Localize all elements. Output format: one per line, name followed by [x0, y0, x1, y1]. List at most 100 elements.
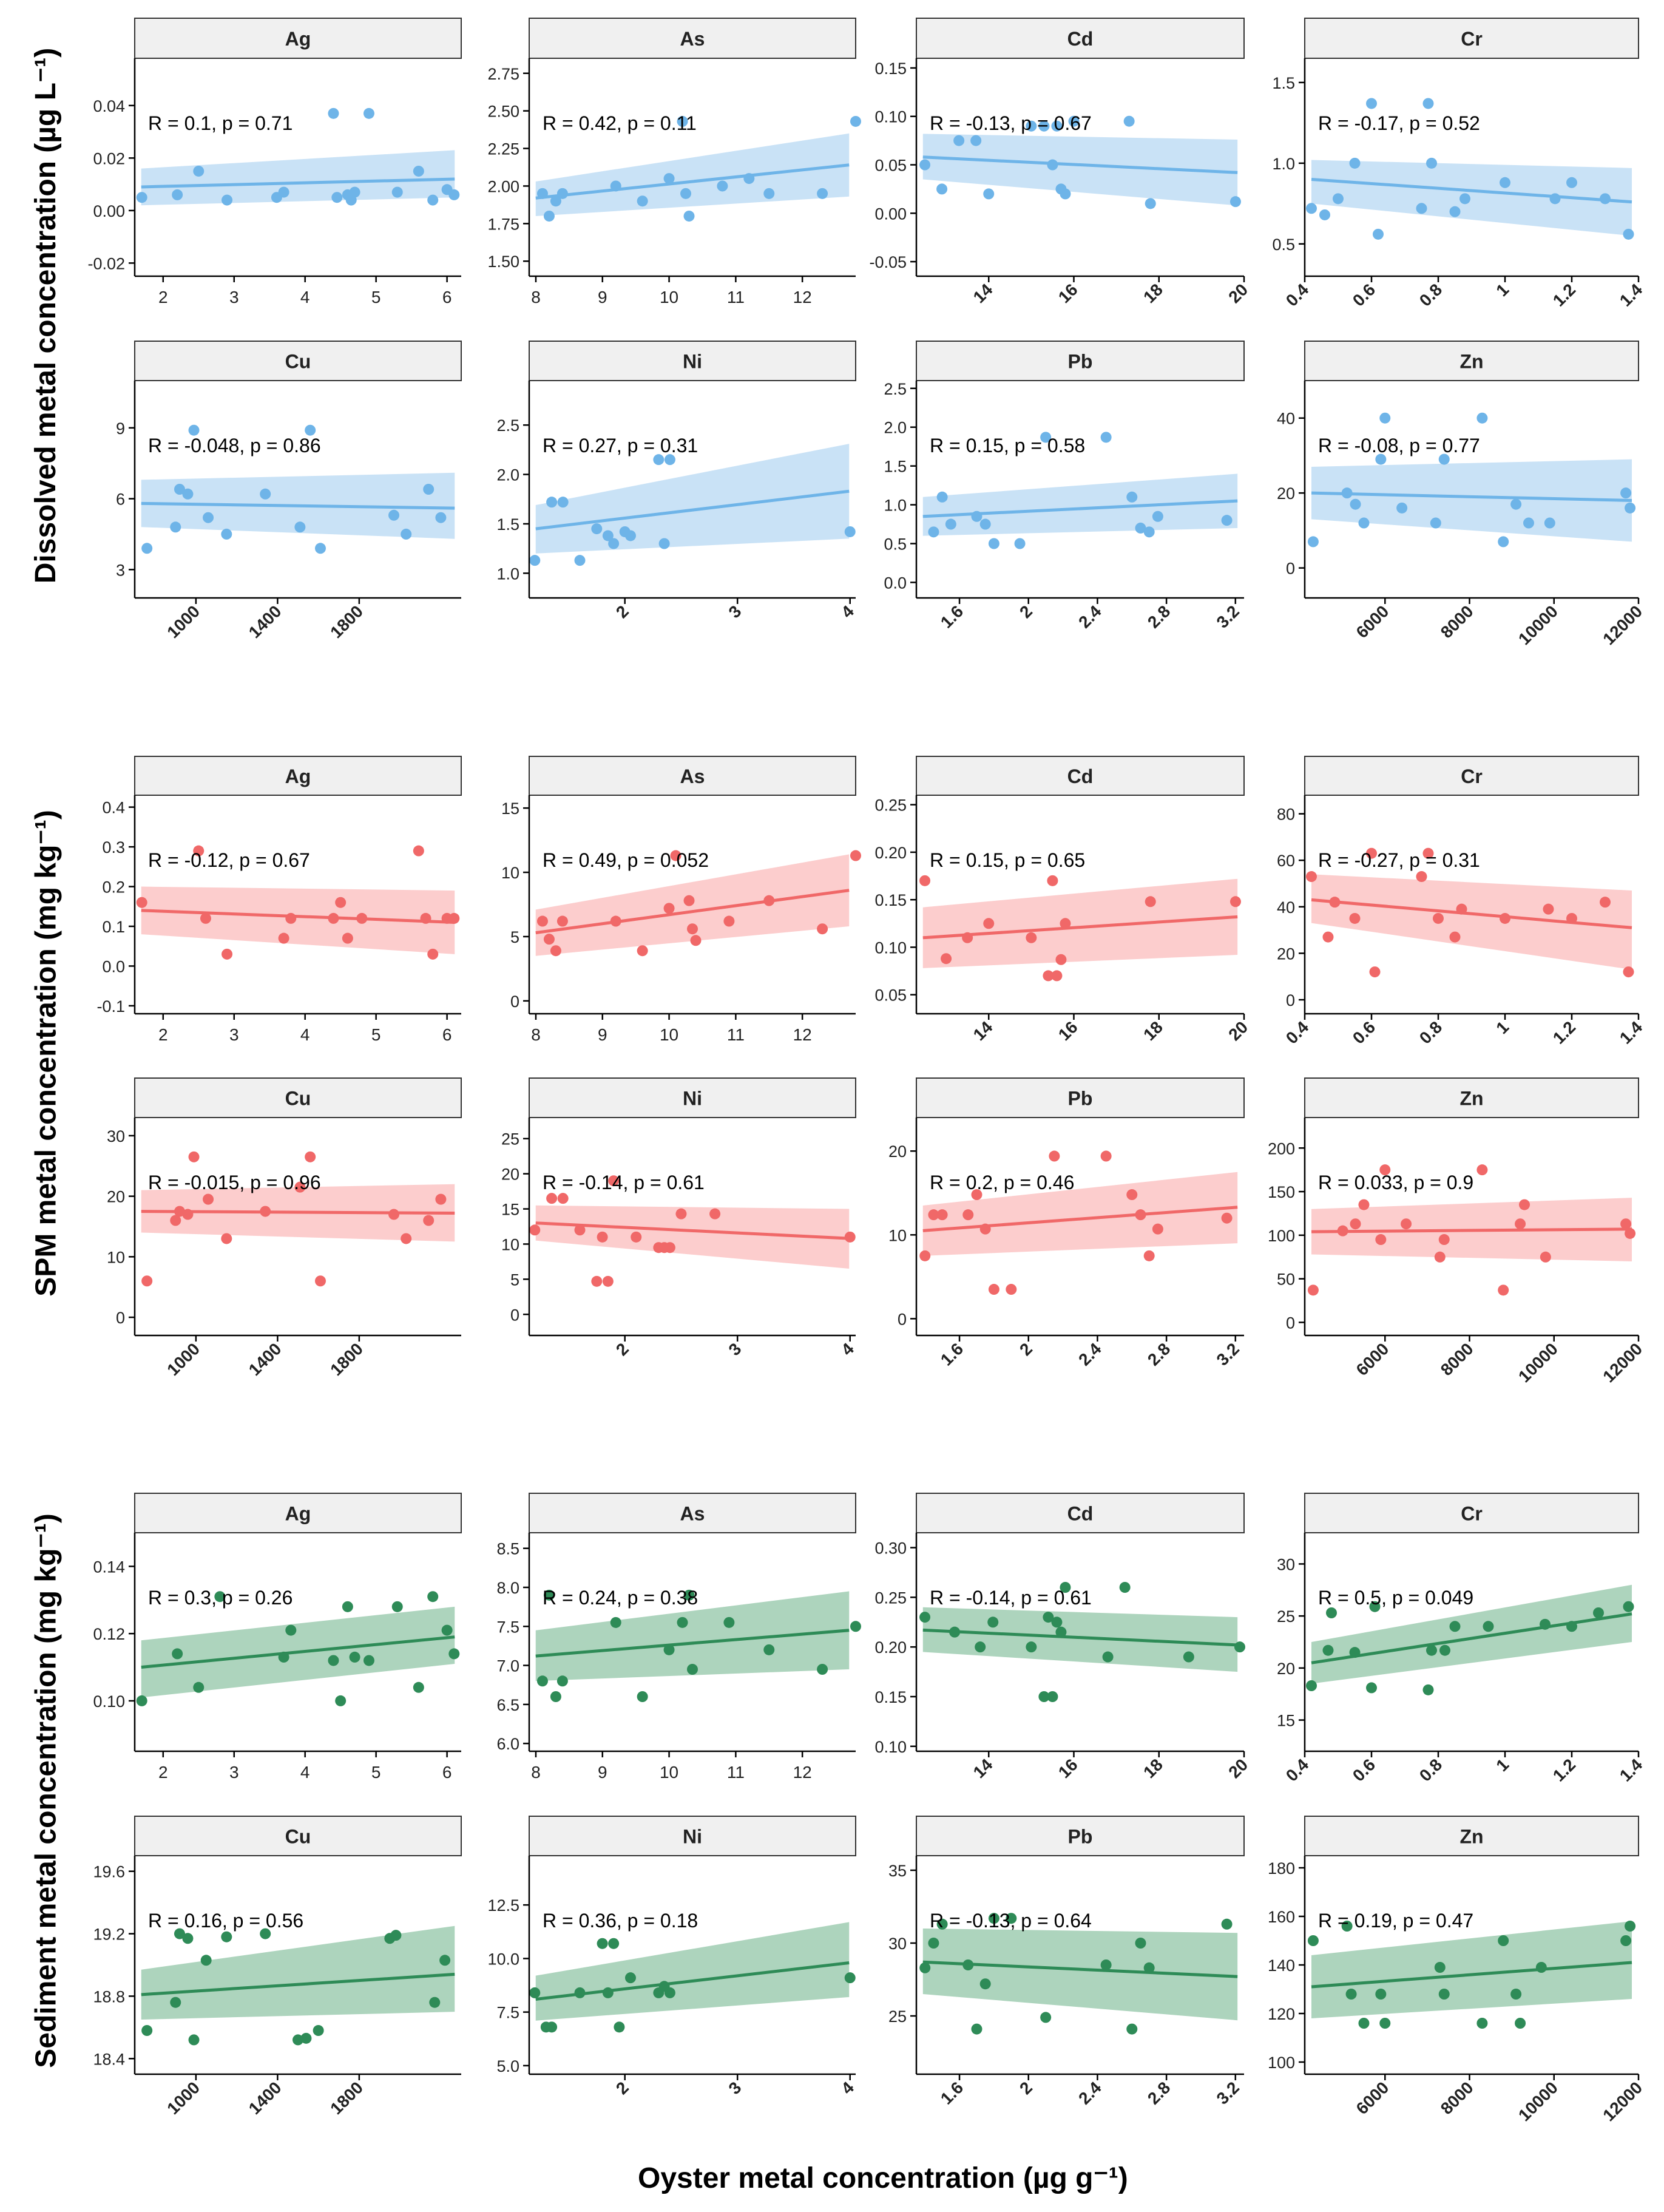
data-point [1221, 1918, 1233, 1930]
data-point [1145, 198, 1156, 209]
strip-header [916, 1816, 1245, 1856]
strip-header [529, 756, 856, 796]
x-tick-label: 4 [837, 2078, 857, 2098]
data-point [136, 897, 147, 908]
data-point [988, 538, 999, 549]
data-point [413, 1681, 424, 1693]
data-point [1047, 159, 1058, 171]
data-point [536, 1675, 548, 1687]
data-point [919, 159, 931, 171]
strip-label: Cr [1461, 765, 1483, 787]
data-point [260, 488, 271, 500]
data-point [970, 135, 982, 146]
data-point [1515, 2018, 1526, 2029]
data-point [1535, 1962, 1547, 1973]
x-tick-label: 11 [727, 1763, 745, 1782]
strip-header [134, 341, 462, 381]
confidence-band [535, 854, 850, 956]
confidence-band [535, 1205, 850, 1269]
data-point [979, 518, 991, 530]
data-point [919, 1612, 931, 1623]
y-tick-label: 2.0 [496, 466, 519, 484]
data-point [663, 1644, 675, 1655]
y-tick-label: 0.00 [93, 202, 125, 220]
y-tick-label: 1.75 [487, 215, 519, 233]
x-tick-label: 4 [300, 288, 310, 307]
data-point [1043, 970, 1054, 982]
data-point [928, 1938, 939, 1949]
data-point [1055, 954, 1067, 965]
data-point [1043, 1612, 1054, 1623]
data-point [529, 1987, 541, 1998]
data-point [664, 454, 675, 466]
x-tick-label: 8000 [1437, 2078, 1477, 2118]
panel-sediment-as: As R = 0.24, p = 0.38 6.0 6.5 7.0 7.5 8.0 8.5 8 9… [496, 1493, 861, 1782]
data-point [664, 1242, 675, 1254]
y-tick-label: 0.5 [884, 535, 907, 554]
strip-label: Zn [1459, 1826, 1483, 1848]
x-tick-label: 1.2 [1549, 280, 1579, 310]
y-tick-label: 150 [1268, 1183, 1295, 1201]
data-point [356, 912, 368, 924]
x-tick-label: 5 [371, 1025, 381, 1044]
y-tick-label: 100 [1268, 2054, 1295, 2072]
strip-header [916, 18, 1245, 59]
data-point [1038, 1691, 1050, 1702]
data-point [388, 509, 400, 521]
data-point [170, 521, 181, 533]
y-tick-label: 0.05 [874, 986, 907, 1005]
x-tick-label: 10 [660, 288, 678, 307]
data-point [1345, 1989, 1357, 2000]
data-point [988, 1284, 999, 1295]
data-point [174, 1928, 185, 1939]
data-point [313, 2025, 324, 2036]
y-tick-label: 20 [1277, 1660, 1295, 1678]
y-tick-label: -0.05 [869, 253, 907, 271]
x-tick-label: 0.6 [1349, 280, 1379, 310]
panel-spm-ni: Ni R = -0.14, p = 0.61 0 5 10 15 20 25 2 3 4 [501, 1077, 857, 1359]
data-point [448, 189, 460, 200]
data-point [214, 1591, 226, 1603]
x-tick-label: 11 [727, 288, 745, 307]
data-point [141, 1275, 153, 1287]
strip-header [916, 1077, 1245, 1118]
data-point [1038, 120, 1050, 132]
y-tick-label: 60 [1277, 852, 1295, 870]
y-tick-label: 0.15 [874, 59, 907, 78]
strip-label: Ag [285, 28, 311, 50]
x-tick-label: 2 [612, 2078, 632, 2098]
strip-header [1304, 1077, 1639, 1118]
y-tick-label: 0 [898, 1310, 907, 1328]
y-tick-label: 120 [1268, 2005, 1295, 2023]
data-point [182, 1209, 194, 1220]
data-point [1500, 177, 1510, 188]
x-tick-label: 5 [371, 288, 381, 307]
stat-label: R = 0.15, p = 0.65 [930, 849, 1085, 871]
data-point [1366, 1682, 1377, 1694]
y-tick-label: 180 [1268, 1859, 1295, 1878]
data-point [763, 188, 775, 199]
data-point [680, 188, 692, 199]
data-point [550, 945, 561, 957]
data-point [987, 1617, 999, 1628]
y-tick-label: 0.12 [93, 1625, 125, 1643]
data-point [670, 850, 681, 861]
data-point [294, 521, 306, 533]
y-tick-label: 20 [1277, 945, 1295, 963]
data-point [663, 173, 675, 185]
data-point [1540, 1618, 1551, 1630]
regression-line [141, 1972, 455, 1997]
data-point [1625, 502, 1636, 514]
data-point [1566, 177, 1577, 188]
data-point [1026, 1641, 1037, 1653]
data-point [953, 135, 965, 146]
x-tick-label: 14 [970, 1017, 996, 1044]
data-point [1449, 931, 1461, 943]
x-tick-label: 2 [612, 602, 632, 622]
strip-header [1304, 756, 1639, 796]
data-point [690, 935, 702, 946]
data-point [448, 1648, 460, 1660]
confidence-band [1311, 874, 1632, 970]
x-tick-label: 3.2 [1213, 2078, 1243, 2108]
data-point [1379, 412, 1391, 424]
